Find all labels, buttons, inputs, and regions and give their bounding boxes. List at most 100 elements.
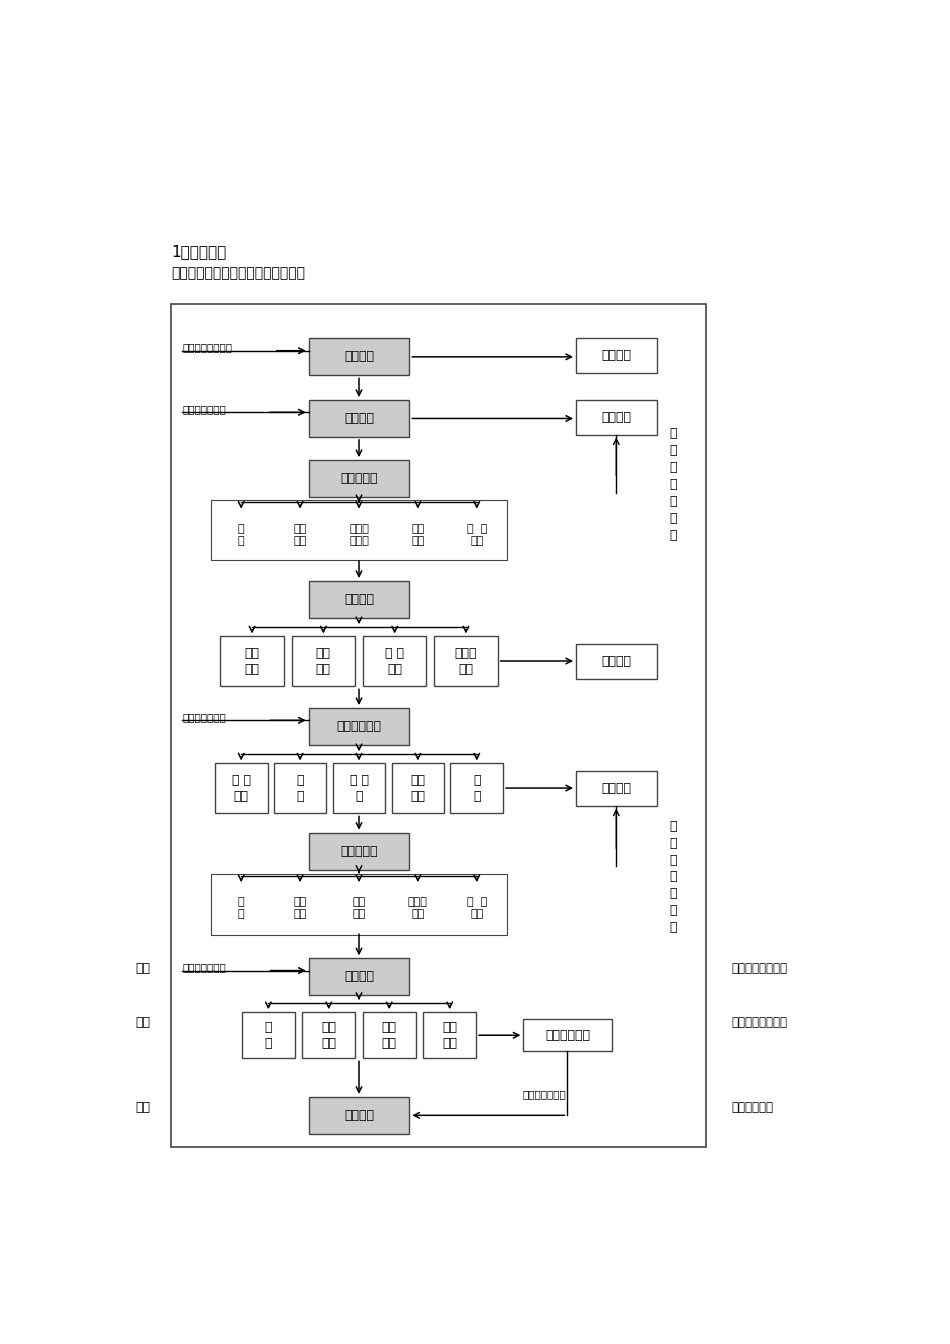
Bar: [211, 874, 507, 935]
Text: 材检
质查: 材检 质查: [294, 524, 307, 546]
Text: 清理场地: 清理场地: [344, 970, 374, 984]
Bar: [332, 512, 386, 558]
Bar: [363, 1012, 415, 1058]
Text: 签
证: 签 证: [238, 896, 244, 919]
Bar: [211, 500, 507, 560]
Text: 重: 重: [669, 512, 676, 524]
Bar: [309, 460, 409, 497]
Text: 项: 项: [669, 477, 676, 491]
Bar: [309, 401, 409, 437]
Bar: [309, 958, 409, 995]
Text: 不合格项目重做: 不合格项目重做: [522, 1089, 566, 1099]
Text: 1、施工工艺: 1、施工工艺: [171, 245, 227, 259]
Bar: [215, 763, 268, 813]
Text: 水 质
泥量: 水 质 泥量: [385, 646, 404, 676]
Text: 为适: 为适: [136, 1101, 151, 1114]
Bar: [292, 636, 355, 687]
Text: 、抗压强度和外观: 、抗压强度和外观: [731, 962, 787, 976]
Bar: [171, 304, 706, 1146]
Bar: [242, 1012, 294, 1058]
Text: 保
障: 保 障: [264, 1020, 272, 1050]
Bar: [309, 708, 409, 745]
Bar: [450, 512, 504, 558]
Text: 砌质
体重: 砌质 体重: [294, 896, 307, 919]
Bar: [215, 886, 268, 931]
Text: 分项质量评估: 分项质量评估: [545, 1028, 590, 1042]
Text: 余运
料走: 余运 料走: [382, 1020, 397, 1050]
Bar: [274, 886, 327, 931]
Text: 运
料: 运 料: [473, 774, 481, 802]
Text: 合: 合: [669, 444, 676, 457]
Text: 工程师检查: 工程师检查: [340, 472, 378, 485]
Text: 方向: 方向: [136, 1016, 151, 1030]
Bar: [523, 1019, 613, 1051]
Text: 不合格项目重做: 不合格项目重做: [182, 403, 226, 414]
Text: 不合格项目重做: 不合格项目重做: [182, 962, 226, 972]
Bar: [576, 401, 657, 434]
Text: 资料整理: 资料整理: [601, 782, 632, 794]
Bar: [220, 636, 284, 687]
Text: 材质检查: 材质检查: [344, 593, 374, 606]
Text: 格: 格: [669, 461, 676, 474]
Text: 勾
缝: 勾 缝: [296, 774, 304, 802]
Text: 片质
石量: 片质 石量: [244, 646, 259, 676]
Bar: [302, 1012, 355, 1058]
Text: 挂调
线平: 挂调 线平: [410, 774, 426, 802]
Text: ，不得使用。: ，不得使用。: [731, 1101, 773, 1114]
Bar: [434, 636, 498, 687]
Bar: [215, 512, 268, 558]
Text: 浆 片
砌石: 浆 片 砌石: [232, 774, 251, 802]
Bar: [332, 886, 386, 931]
Text: 测量放样: 测量放样: [344, 351, 374, 363]
Text: 测复
重核: 测复 重核: [411, 524, 425, 546]
Bar: [363, 636, 427, 687]
Text: 拆料
除墩: 拆料 除墩: [442, 1020, 457, 1050]
Text: 格: 格: [669, 853, 676, 867]
Bar: [391, 512, 445, 558]
Text: 重: 重: [669, 905, 676, 918]
Text: 标准圆锥体在垂直: 标准圆锥体在垂直: [731, 1016, 787, 1030]
Text: 伸 缩
缝: 伸 缩 缝: [350, 774, 369, 802]
Text: 工程师检查: 工程师检查: [340, 844, 378, 857]
Text: 审  资
核料: 审 资 核料: [466, 524, 487, 546]
Text: 余运
土走: 余运 土走: [321, 1020, 336, 1050]
Text: 目: 目: [669, 887, 676, 900]
Bar: [309, 1097, 409, 1134]
Text: 砂标
浆号: 砂标 浆号: [352, 896, 366, 919]
Text: 审  资
核料: 审 资 核料: [466, 896, 487, 919]
Text: 资料整理: 资料整理: [601, 411, 632, 423]
Text: 检查验收: 检查验收: [344, 1109, 374, 1122]
Text: 不: 不: [669, 427, 676, 439]
Text: 浆砌片石施工工艺流程图如下所示：: 浆砌片石施工工艺流程图如下所示：: [171, 266, 306, 280]
Bar: [424, 1012, 476, 1058]
Text: 签
证: 签 证: [238, 524, 244, 546]
Bar: [391, 763, 445, 813]
Text: 浆砌片石砌体: 浆砌片石砌体: [336, 720, 382, 732]
Text: 项: 项: [669, 871, 676, 883]
Text: 开挖基坑: 开挖基坑: [344, 413, 374, 425]
Text: 做: 做: [669, 921, 676, 934]
Bar: [576, 644, 657, 679]
Text: 质量: 质量: [136, 962, 151, 976]
Text: 资料整理: 资料整理: [601, 349, 632, 362]
Bar: [309, 581, 409, 618]
Bar: [274, 763, 327, 813]
Bar: [332, 763, 386, 813]
Text: 不合格项目重做做: 不合格项目重做做: [182, 343, 233, 352]
Bar: [274, 512, 327, 558]
Text: 配合比
选择: 配合比 选择: [455, 646, 477, 676]
Text: 资料整理: 资料整理: [601, 655, 632, 668]
Bar: [576, 339, 657, 374]
Text: 不合格项目重做: 不合格项目重做: [182, 712, 226, 722]
Text: 基土检
底质查: 基土检 底质查: [349, 524, 369, 546]
Text: 做: 做: [669, 528, 676, 542]
Bar: [309, 833, 409, 870]
Text: 各部位
尺寸: 各部位 尺寸: [408, 896, 428, 919]
Bar: [450, 886, 504, 931]
Text: 砂质
石量: 砂质 石量: [315, 646, 331, 676]
Bar: [576, 771, 657, 806]
Text: 不: 不: [669, 820, 676, 833]
Text: 合: 合: [669, 836, 676, 849]
Text: 目: 目: [669, 495, 676, 508]
Bar: [450, 763, 504, 813]
